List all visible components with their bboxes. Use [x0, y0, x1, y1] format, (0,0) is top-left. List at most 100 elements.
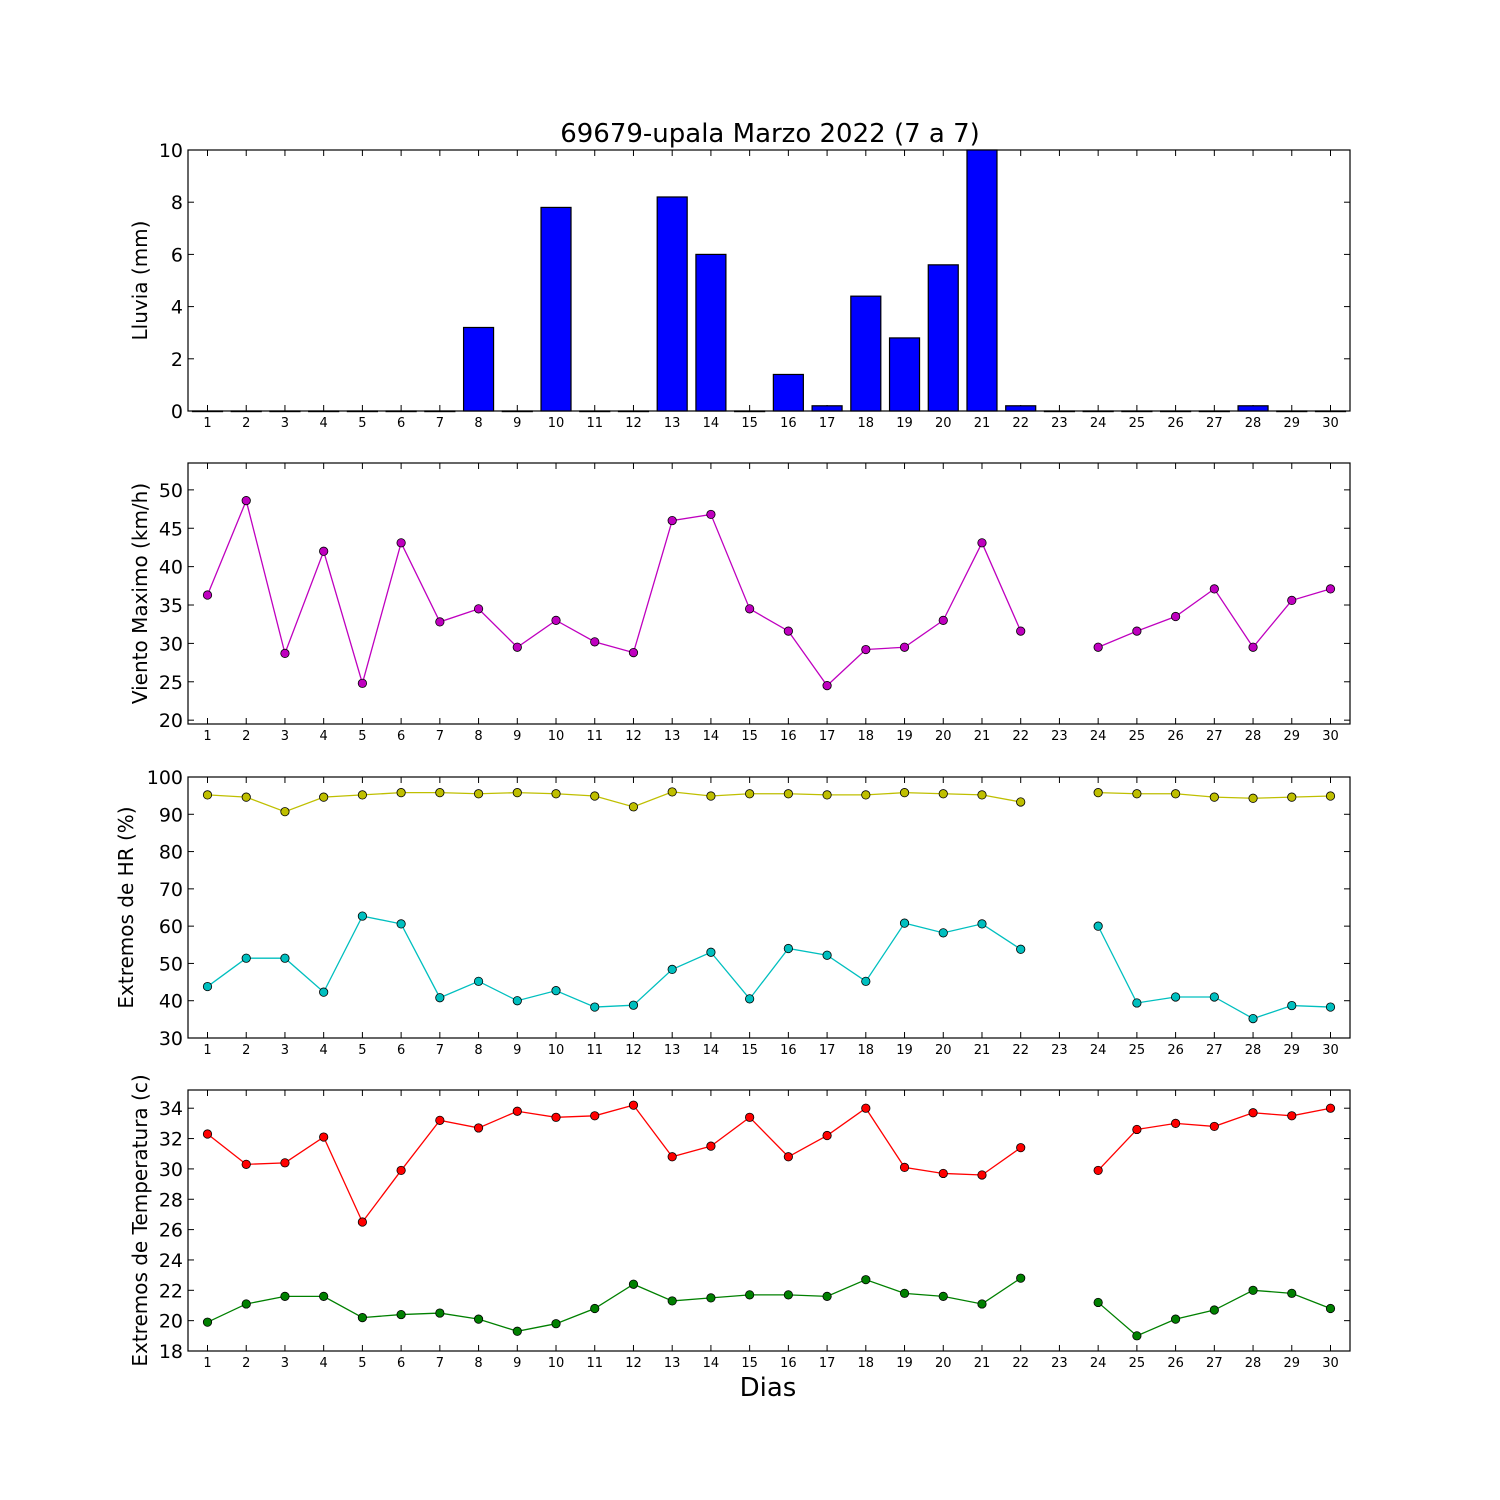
temp-series-0-line: [207, 1104, 1022, 1224]
hr-series-1-point: [1248, 1014, 1258, 1024]
hr-series-1-line: [207, 915, 1022, 1008]
wind-series-0-point: [396, 538, 406, 548]
temp-series-1-point: [551, 1319, 561, 1329]
y-tick-label: 25: [159, 672, 183, 694]
rain-bar: [617, 410, 650, 413]
x-tick-label: 30: [1322, 1356, 1339, 1371]
hr-series-1-point: [977, 919, 987, 929]
x-tick-label: 8: [474, 1356, 482, 1371]
rain-bar: [462, 326, 495, 412]
x-tick-label: 13: [664, 729, 681, 744]
x-tick-label: 14: [703, 1356, 720, 1371]
x-tick-label: 16: [780, 729, 797, 744]
x-tick-label: 3: [281, 1043, 289, 1058]
temp-series-1-point: [899, 1288, 910, 1298]
temp-series-0-point: [783, 1152, 793, 1162]
rain-y-axis-title: Lluvia (mm): [128, 221, 152, 341]
x-tick-label: 11: [586, 1043, 603, 1058]
hr-series-1-point: [1016, 944, 1026, 954]
x-tick-label: 6: [397, 416, 405, 431]
x-tick-label: 7: [436, 1356, 444, 1371]
y-tick-label: 35: [159, 595, 183, 617]
rain-bar: [385, 410, 417, 413]
wind-series-0-point: [977, 538, 987, 548]
x-tick-label: 30: [1322, 416, 1339, 431]
x-tick-label: 16: [780, 1043, 797, 1058]
wind-series-0-point: [938, 615, 948, 625]
hr-series-0-point: [1093, 788, 1103, 798]
x-tick-label: 11: [586, 416, 603, 431]
hr-series-1-point: [241, 953, 251, 963]
temp-series-0-point: [667, 1152, 677, 1162]
wind-series-0-point: [1325, 584, 1336, 594]
rain-bar: [1160, 410, 1192, 413]
rain-bar: [1005, 405, 1037, 412]
rain-bar: [269, 410, 301, 413]
y-tick-label: 10: [159, 140, 183, 162]
x-tick-label: 29: [1284, 729, 1301, 744]
temp-series-1-point: [745, 1290, 755, 1300]
x-tick-label: 20: [935, 1043, 952, 1058]
x-tick-label: 29: [1284, 416, 1301, 431]
x-tick-label: 10: [548, 1356, 565, 1371]
temp-series-0-point: [319, 1132, 329, 1142]
hr-series-1-point: [473, 976, 484, 986]
hr-series-0-line: [207, 791, 1021, 813]
hr-series-1-point: [280, 953, 290, 963]
temp-series-1-point: [1093, 1297, 1103, 1308]
wind-series-0-point: [822, 681, 832, 691]
wind-series-0-point: [473, 604, 484, 614]
hr-series-0-point: [280, 807, 290, 817]
hr-series-0-point: [1132, 789, 1142, 799]
wind-plot-frame: [187, 462, 1351, 725]
x-tick-label: 4: [320, 1356, 328, 1371]
x-tick-label: 21: [974, 1356, 991, 1371]
hr-series-1-point: [706, 947, 716, 957]
temp-series-1-point: [667, 1296, 677, 1306]
temp-series-0-point: [280, 1158, 290, 1168]
temp-series-0-point: [435, 1115, 445, 1125]
x-tick-label: 4: [320, 416, 328, 431]
x-tick-label: 8: [474, 1043, 482, 1058]
wind-series-0-point: [357, 678, 367, 688]
x-tick-label: 19: [896, 1356, 913, 1371]
temp-series-1-point: [861, 1275, 871, 1285]
temp-series-1-point: [241, 1299, 251, 1309]
wind-series-0-point: [745, 604, 755, 614]
wind-series-0-point: [706, 509, 716, 520]
temp-series-1-point: [319, 1291, 329, 1301]
temp-series-0-point: [861, 1103, 871, 1113]
y-tick-label: 24: [159, 1250, 183, 1272]
x-tick-label: 29: [1284, 1356, 1301, 1371]
x-tick-label: 10: [548, 1043, 565, 1058]
x-tick-label: 28: [1245, 729, 1262, 744]
y-tick-label: 2: [171, 349, 183, 371]
temp-series-1-point: [435, 1308, 445, 1318]
x-tick-label: 18: [858, 1356, 875, 1371]
temp-series-0-point: [1209, 1121, 1219, 1132]
hr-series-0-point: [783, 789, 793, 799]
hr-series-0-point: [241, 792, 251, 802]
rain-bar: [734, 410, 766, 413]
x-tick-label: 10: [548, 729, 565, 744]
temp-series-1-point: [590, 1303, 600, 1314]
temp-series-1-point: [1016, 1273, 1026, 1283]
x-tick-label: 15: [741, 1356, 758, 1371]
x-tick-label: 16: [780, 416, 797, 431]
temp-series-1-point: [396, 1309, 406, 1320]
temp-series-0-point: [899, 1162, 910, 1172]
rain-bar: [308, 410, 340, 413]
x-tick-label: 9: [513, 1356, 521, 1371]
rain-bar: [811, 405, 843, 412]
x-tick-label: 2: [242, 1356, 250, 1371]
x-tick-label: 18: [858, 1043, 875, 1058]
chart-title: 69679-upala Marzo 2022 (7 a 7): [560, 119, 980, 149]
wind-y-axis-title: Viento Maximo (km/h): [128, 483, 152, 704]
hr-series-0-point: [745, 789, 755, 799]
hr-series-0-point: [667, 787, 677, 797]
x-tick-label: 25: [1129, 729, 1146, 744]
wind-series-0-point: [280, 648, 290, 658]
x-tick-label: 26: [1167, 416, 1184, 431]
x-tick-label: 12: [625, 729, 642, 744]
